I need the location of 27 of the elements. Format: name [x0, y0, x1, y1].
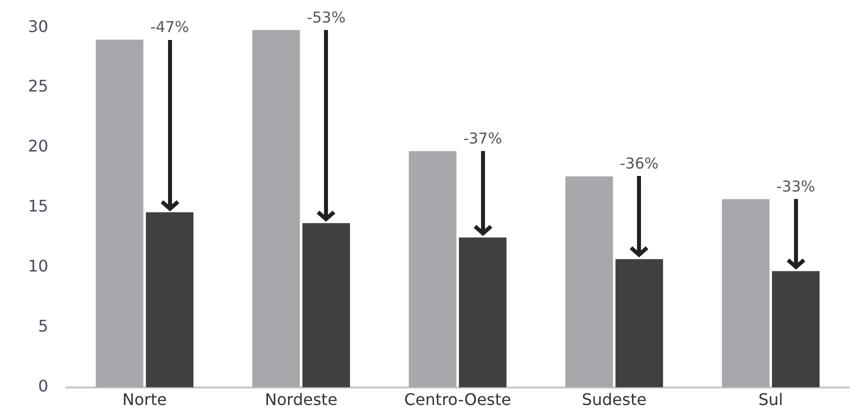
bar: [615, 259, 664, 388]
bar: [252, 30, 300, 388]
y-tick-label: 30: [28, 16, 48, 36]
bar: [408, 151, 456, 388]
annotation: -36%: [620, 154, 659, 173]
annotation: -33%: [776, 177, 816, 196]
annotation: -47%: [150, 18, 190, 36]
bar: [96, 40, 144, 388]
bar: [722, 199, 770, 388]
y-tick-label: 15: [28, 196, 48, 216]
bar: [565, 176, 613, 388]
bar: [302, 223, 350, 388]
x-tick-label: Sudeste: [582, 390, 647, 410]
y-tick-label: 25: [28, 76, 48, 96]
y-tick-label: 10: [28, 256, 48, 276]
y-tick-label: 0: [38, 376, 48, 396]
x-tick-label: Centro-Oeste: [404, 390, 512, 410]
bar: [458, 237, 507, 388]
y-tick-label: 5: [38, 316, 48, 336]
y-tick-label: 20: [28, 136, 48, 156]
annotation: -53%: [306, 8, 346, 26]
x-tick-label: Norte: [122, 390, 167, 410]
annotation: -37%: [463, 130, 502, 148]
bar: [772, 271, 820, 388]
x-tick-label: Nordeste: [264, 390, 338, 410]
bar: [146, 212, 194, 388]
x-tick-label: Sul: [758, 390, 784, 410]
